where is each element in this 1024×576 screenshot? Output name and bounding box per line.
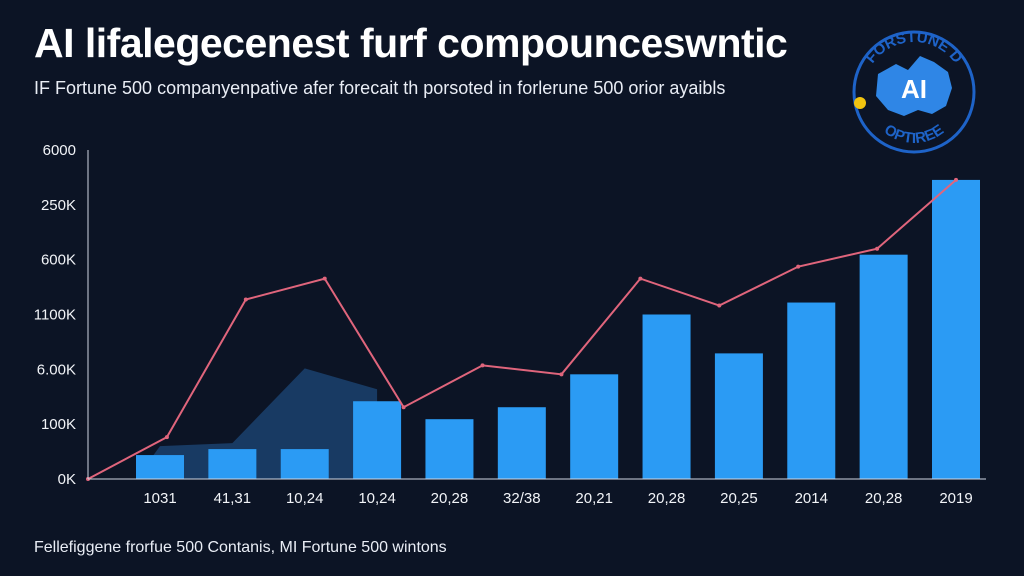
bar-7	[570, 374, 619, 479]
line-point-5	[401, 405, 406, 410]
line-point-7	[559, 372, 564, 377]
line-point-4	[322, 276, 327, 281]
bar-6	[497, 407, 546, 479]
x-tick-label: 20,28	[865, 490, 903, 507]
x-tick-label: 20,28	[431, 490, 469, 507]
x-tick-label: 2014	[795, 490, 828, 507]
x-tick-label: 10,24	[286, 490, 324, 507]
bar-4	[353, 401, 402, 479]
bar-9	[714, 353, 763, 479]
line-point-11	[875, 246, 880, 251]
y-tick-label: 250K	[41, 197, 76, 214]
y-tick-label: 6.00K	[37, 361, 76, 378]
chart-subtitle: IF Fortune 500 companyenpative afer fore…	[34, 78, 726, 98]
x-tick-label: 20,25	[720, 490, 758, 507]
x-tick-label: 32/38	[503, 490, 541, 507]
chart-bars-layer	[136, 179, 980, 479]
line-series	[87, 179, 957, 480]
line-point-2	[164, 435, 169, 440]
bar-2	[208, 449, 257, 479]
bar-5	[425, 419, 474, 479]
bar-3	[280, 449, 329, 479]
logo-ring	[852, 30, 976, 154]
line-point-12	[954, 177, 958, 182]
bar-8	[642, 314, 691, 479]
y-tick-label: 1100K	[34, 307, 76, 324]
chart-line-layer	[86, 177, 958, 481]
logo-center-text: AI	[901, 74, 927, 104]
bar-11	[859, 254, 908, 479]
y-axis-tick-labels: 0K 100K 6.00K 1100K 600K 250K 6000	[34, 142, 76, 488]
y-tick-label: 600K	[41, 252, 76, 269]
x-axis-tick-labels: 1031 41,31 10,24 10,24 20,28 32/38 20,21 20,28 2…	[143, 490, 972, 507]
logo-map-shape	[876, 56, 952, 116]
logo-yellow-dot-icon	[854, 97, 866, 109]
chart-footer-note: Fellefiggene frorfue 500 Contanis, MI Fo…	[34, 539, 447, 556]
x-tick-label: 20,21	[575, 490, 613, 507]
y-tick-label: 0K	[58, 471, 76, 488]
line-point-8	[638, 276, 643, 281]
chart-title: AI lifalegecenest furf compounceswntic	[34, 20, 788, 66]
chart-axes-layer	[87, 150, 986, 480]
fortune-ai-logo-icon: FORSTUNE D OPTIREE AI	[852, 29, 976, 154]
line-point-6	[480, 363, 485, 368]
x-tick-label: 10,24	[358, 490, 396, 507]
y-tick-label: 100K	[41, 416, 76, 433]
line-point-3	[243, 297, 248, 302]
x-tick-label: 2019	[939, 490, 972, 507]
x-tick-label: 1031	[143, 490, 176, 507]
line-point-9	[717, 303, 722, 308]
bar-1	[136, 455, 184, 479]
bar-10	[787, 302, 836, 479]
line-point-10	[796, 264, 801, 269]
x-tick-label: 20,28	[648, 490, 686, 507]
bar-12	[932, 179, 980, 479]
y-tick-label: 6000	[43, 142, 76, 159]
x-tick-label: 41,31	[214, 490, 252, 507]
